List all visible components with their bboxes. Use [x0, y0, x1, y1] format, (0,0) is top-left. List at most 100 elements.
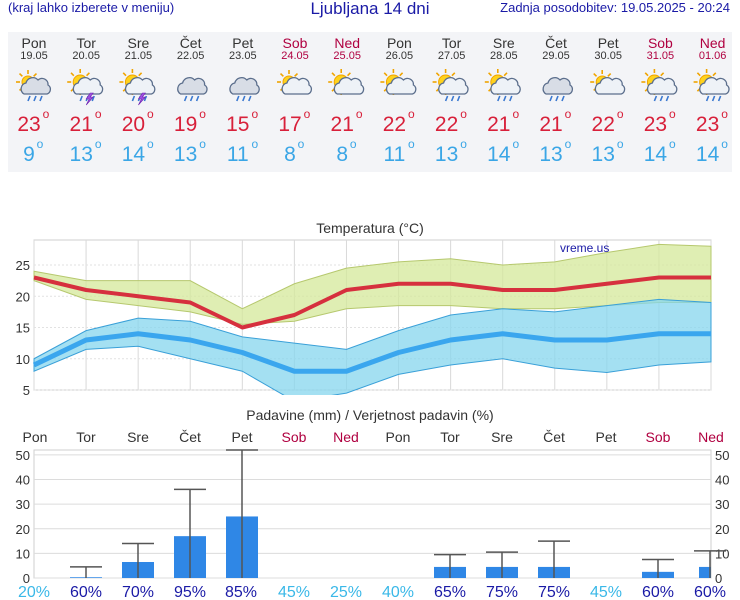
max-temp: 22	[383, 113, 406, 136]
day-label: Tor	[440, 429, 460, 445]
rain-drop	[450, 95, 455, 102]
precipitation-probability: 60%	[70, 584, 102, 600]
y-tick-label-left: 40	[16, 473, 30, 488]
rain-drop	[79, 95, 83, 102]
max-temp: 21	[70, 113, 93, 136]
cloud-shape	[438, 77, 469, 95]
sun-ray	[644, 72, 649, 77]
lightning-bolt	[137, 92, 147, 106]
max-temp: 23	[696, 113, 719, 136]
day-date: 30.05	[594, 50, 622, 62]
rain-drop	[665, 95, 670, 102]
rain-drop	[143, 95, 148, 102]
partly-cloudy-icon	[277, 70, 313, 95]
degree-symbol: o	[199, 137, 206, 151]
y-tick-label: 15	[16, 321, 30, 336]
degree-symbol: o	[512, 137, 519, 151]
max-temp: 22	[592, 113, 615, 136]
day-label: Pet	[595, 429, 616, 445]
cloud-shape	[281, 77, 313, 95]
max-temperature-line	[33, 275, 711, 330]
rain-drop	[91, 95, 95, 102]
max-temp: 21	[487, 113, 510, 136]
temperature-chart-title: Temperatura (°C)	[316, 220, 424, 236]
day-date: 23.05	[229, 50, 257, 62]
cloud-shape	[542, 77, 574, 95]
precipitation-probability: 75%	[486, 584, 518, 600]
sun-ray	[70, 72, 75, 77]
day-date: 25.05	[333, 50, 361, 62]
degree-symbol: o	[37, 137, 44, 151]
lightning-bolt	[85, 92, 94, 106]
degree-symbol: o	[565, 107, 572, 121]
sun-cloud-rain-icon	[641, 69, 678, 102]
y-tick-label-left: 10	[16, 546, 30, 561]
rain-drop	[131, 95, 136, 102]
day-label: Sob	[646, 429, 671, 445]
day-label: Sre	[127, 429, 149, 445]
degree-symbol: o	[95, 137, 102, 151]
max-temp: 21	[331, 113, 354, 136]
degree-symbol: o	[460, 137, 467, 151]
day-name: Tor	[76, 35, 96, 51]
max-temp: 23	[644, 113, 667, 136]
sun-ray	[122, 72, 127, 77]
y-tick-label-right: 10	[715, 546, 729, 561]
rain-drop	[717, 95, 722, 102]
min-temp: 13	[592, 143, 615, 166]
min-temperature-range-band	[33, 298, 712, 395]
day-date: 26.05	[386, 50, 414, 62]
min-temp: 11	[383, 143, 405, 166]
day-date: 19.05	[20, 50, 48, 62]
sun-cloud-thunder-icon	[67, 69, 104, 106]
day-date: 29.05	[542, 50, 570, 62]
degree-symbol: o	[298, 137, 305, 151]
day-label: Pon	[23, 429, 48, 445]
location-menu-link[interactable]: (kraj lahko izberete v meniju)	[8, 0, 175, 15]
precipitation-chart-title: Padavine (mm) / Verjetnost padavin (%)	[246, 407, 493, 423]
cloud-shape	[385, 77, 417, 95]
sun-ray	[488, 72, 493, 77]
min-temp: 13	[174, 143, 197, 166]
rain-drop	[555, 95, 559, 102]
day-label: Čet	[543, 429, 565, 445]
y-tick-label-left: 30	[16, 497, 30, 512]
max-temp: 22	[435, 113, 458, 136]
sun-cloud-rain-icon	[693, 69, 730, 102]
min-temp: 14	[644, 143, 668, 166]
day-name: Sre	[128, 35, 150, 51]
rain-drop	[195, 95, 200, 102]
min-temp: 13	[70, 143, 93, 166]
degree-symbol: o	[565, 137, 572, 151]
y-tick-label: 5	[23, 383, 30, 395]
sun-ray	[85, 72, 90, 77]
plot-area	[33, 449, 712, 579]
day-date: 24.05	[281, 50, 309, 62]
precipitation-probability: 45%	[590, 584, 622, 600]
precipitation-probability: 65%	[434, 584, 466, 600]
precipitation-probability: 70%	[122, 584, 154, 600]
y-tick-label-right: 40	[715, 473, 729, 488]
rain-drop	[503, 95, 507, 102]
rain-drop	[33, 95, 37, 102]
day-name: Pon	[22, 35, 47, 51]
max-temp: 20	[122, 113, 145, 136]
day-date: 21.05	[125, 50, 153, 62]
sun-ray	[399, 72, 404, 77]
rain-drop	[711, 95, 716, 102]
day-label: Pon	[386, 429, 411, 445]
y-tick-label: 10	[16, 352, 30, 367]
precipitation-probability: 20%	[18, 584, 50, 600]
y-tick-label-right: 0	[715, 571, 722, 586]
day-label: Tor	[76, 429, 96, 445]
sun-ray	[138, 72, 143, 77]
partly-cloudy-rain-icon	[16, 70, 52, 102]
cloud-shape	[177, 77, 208, 95]
sun-cloud-rain-icon	[432, 69, 469, 102]
cloud-shape	[490, 77, 521, 95]
degree-symbol: o	[147, 137, 154, 151]
precipitation-probability: 95%	[174, 584, 206, 600]
sun-ray	[18, 72, 23, 77]
degree-symbol: o	[251, 137, 258, 151]
day-date: 20.05	[72, 50, 100, 62]
